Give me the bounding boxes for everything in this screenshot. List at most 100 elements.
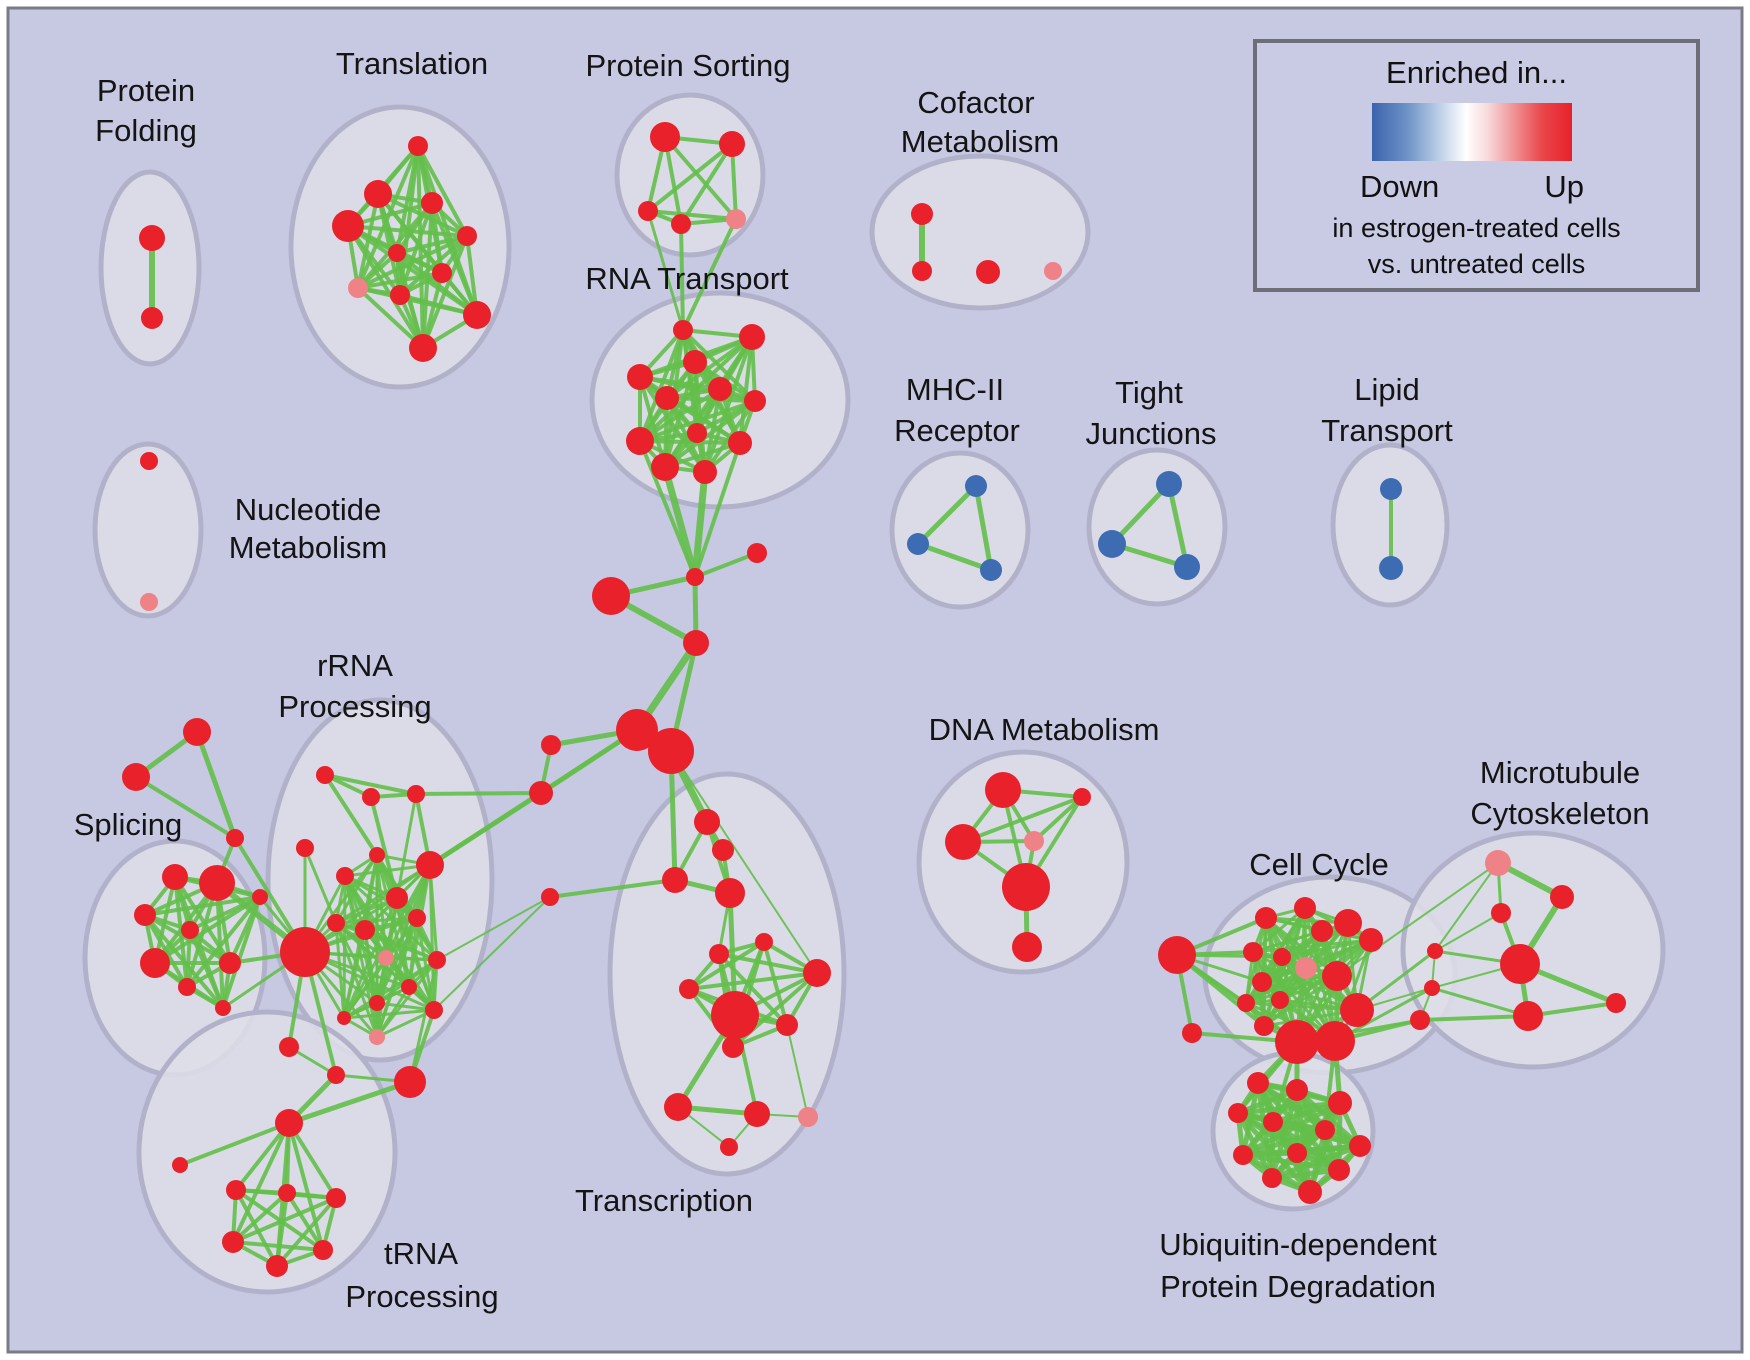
- node-s6: [134, 904, 156, 926]
- node-q2: [407, 785, 425, 803]
- cluster-label-nucleotide-metabolism-line0: Nucleotide: [235, 492, 381, 527]
- node-g17: [1315, 1021, 1355, 1061]
- node-r0: [673, 320, 693, 340]
- cluster-label-translation-line0: Translation: [336, 46, 488, 81]
- node-x6: [679, 979, 699, 999]
- edge-q7-q13: [395, 896, 411, 989]
- cluster-label-ubiquitin-degradation-line0: Ubiquitin-dependent: [1159, 1227, 1437, 1262]
- node-c6: [541, 888, 559, 906]
- edge-n3-n7: [275, 1191, 289, 1268]
- edge-p4-r0: [681, 217, 738, 332]
- node-x11: [664, 1093, 692, 1121]
- edge-q8-q9: [334, 916, 419, 925]
- edge-u5-u7: [1240, 1127, 1328, 1158]
- node-s9: [219, 952, 241, 974]
- node-cf2: [976, 260, 1000, 284]
- node-c0: [686, 568, 704, 586]
- node-m7: [1424, 980, 1440, 996]
- node-g5: [1334, 909, 1362, 937]
- edge-t6-t7: [356, 271, 444, 290]
- node-d0: [985, 772, 1021, 808]
- edge-s7-s10: [185, 928, 192, 989]
- node-x7: [803, 959, 831, 987]
- node-c3: [683, 630, 709, 656]
- edge-q10-q18: [363, 928, 379, 1039]
- edge-n0-n1: [178, 1121, 291, 1167]
- cluster-tight-junctions: [1086, 447, 1228, 607]
- edge-q6-q15: [428, 863, 436, 1012]
- legend-title: Enriched in...: [1386, 55, 1567, 90]
- node-m1: [1550, 885, 1574, 909]
- edge-q0-q2: [323, 773, 418, 796]
- node-u5: [1315, 1120, 1335, 1140]
- cluster-mhc-ii-receptor: [889, 450, 1031, 610]
- edge-p2-r0: [646, 209, 685, 332]
- node-g14: [1254, 1016, 1274, 1036]
- edge-r1-r9: [738, 335, 754, 445]
- edge-x9-x13: [786, 1024, 809, 1118]
- edge-q8-q15: [415, 916, 436, 1012]
- cluster-label-mhc-ii-receptor-line1: Receptor: [894, 413, 1020, 448]
- edge-r3-r6: [638, 375, 757, 403]
- edge-p3-r0: [679, 222, 685, 332]
- legend-caption-line1: in estrogen-treated cells: [1332, 213, 1621, 243]
- node-q8: [408, 909, 426, 927]
- edge-q7-q15: [395, 896, 436, 1012]
- node-p0: [650, 122, 680, 152]
- node-x2: [662, 867, 688, 893]
- node-u7: [1233, 1145, 1253, 1165]
- node-m0: [1485, 850, 1511, 876]
- legend-up-label: Up: [1544, 169, 1584, 204]
- edge-c6-q15: [433, 896, 551, 1011]
- node-q10: [355, 920, 375, 940]
- node-p1: [719, 131, 745, 157]
- cluster-label-cofactor-metabolism-line1: Metabolism: [901, 124, 1060, 159]
- node-j2: [1174, 554, 1200, 580]
- node-x5: [709, 944, 729, 964]
- edge-p1-p2: [646, 142, 734, 213]
- node-t7: [348, 278, 368, 298]
- edge-u9-u10: [1269, 1167, 1342, 1181]
- edge-r5-r6: [665, 396, 757, 403]
- cluster-label-lipid-transport-line0: Lipid: [1354, 372, 1420, 407]
- node-r3: [627, 364, 653, 390]
- edge-r9-c0: [693, 441, 742, 579]
- node-g10: [1322, 961, 1352, 991]
- cluster-label-nucleotide-metabolism-line1: Metabolism: [229, 530, 388, 565]
- node-cf0: [911, 203, 933, 225]
- edge-t3-t10: [346, 224, 425, 350]
- edge-r10-c0: [661, 463, 699, 581]
- edge-r11-c0: [691, 468, 709, 581]
- edge-p0-p4: [663, 135, 738, 221]
- node-x1: [712, 839, 734, 861]
- node-q1: [362, 788, 380, 806]
- node-g12: [1237, 994, 1255, 1012]
- edge-q5-q6: [343, 863, 432, 878]
- node-h0: [965, 475, 987, 497]
- node-s11: [215, 1000, 231, 1016]
- node-q12: [428, 951, 446, 969]
- edge-j0-j2: [1166, 481, 1190, 570]
- edge-s1-s2: [134, 775, 237, 840]
- node-q17: [279, 1037, 299, 1057]
- node-s0: [183, 718, 211, 746]
- node-t4: [457, 226, 477, 246]
- node-c2: [592, 577, 630, 615]
- cluster-label-splicing-line0: Splicing: [74, 807, 183, 842]
- node-u4: [1263, 1112, 1283, 1132]
- node-x13: [798, 1107, 818, 1127]
- edge-t5-t9: [395, 251, 479, 317]
- legend-down-label: Down: [1360, 169, 1440, 204]
- node-q6: [416, 851, 444, 879]
- node-n6: [313, 1240, 333, 1260]
- edge-r8-c0: [638, 439, 697, 579]
- node-d2: [945, 824, 981, 860]
- node-layer: [122, 122, 1626, 1277]
- edge-c5-q2: [414, 791, 543, 796]
- node-x9: [776, 1014, 798, 1036]
- node-t9: [463, 301, 491, 329]
- edge-s0-s2: [194, 729, 238, 841]
- edge-n3-n6: [285, 1191, 325, 1252]
- node-u3: [1228, 1103, 1248, 1123]
- node-j0: [1156, 471, 1182, 497]
